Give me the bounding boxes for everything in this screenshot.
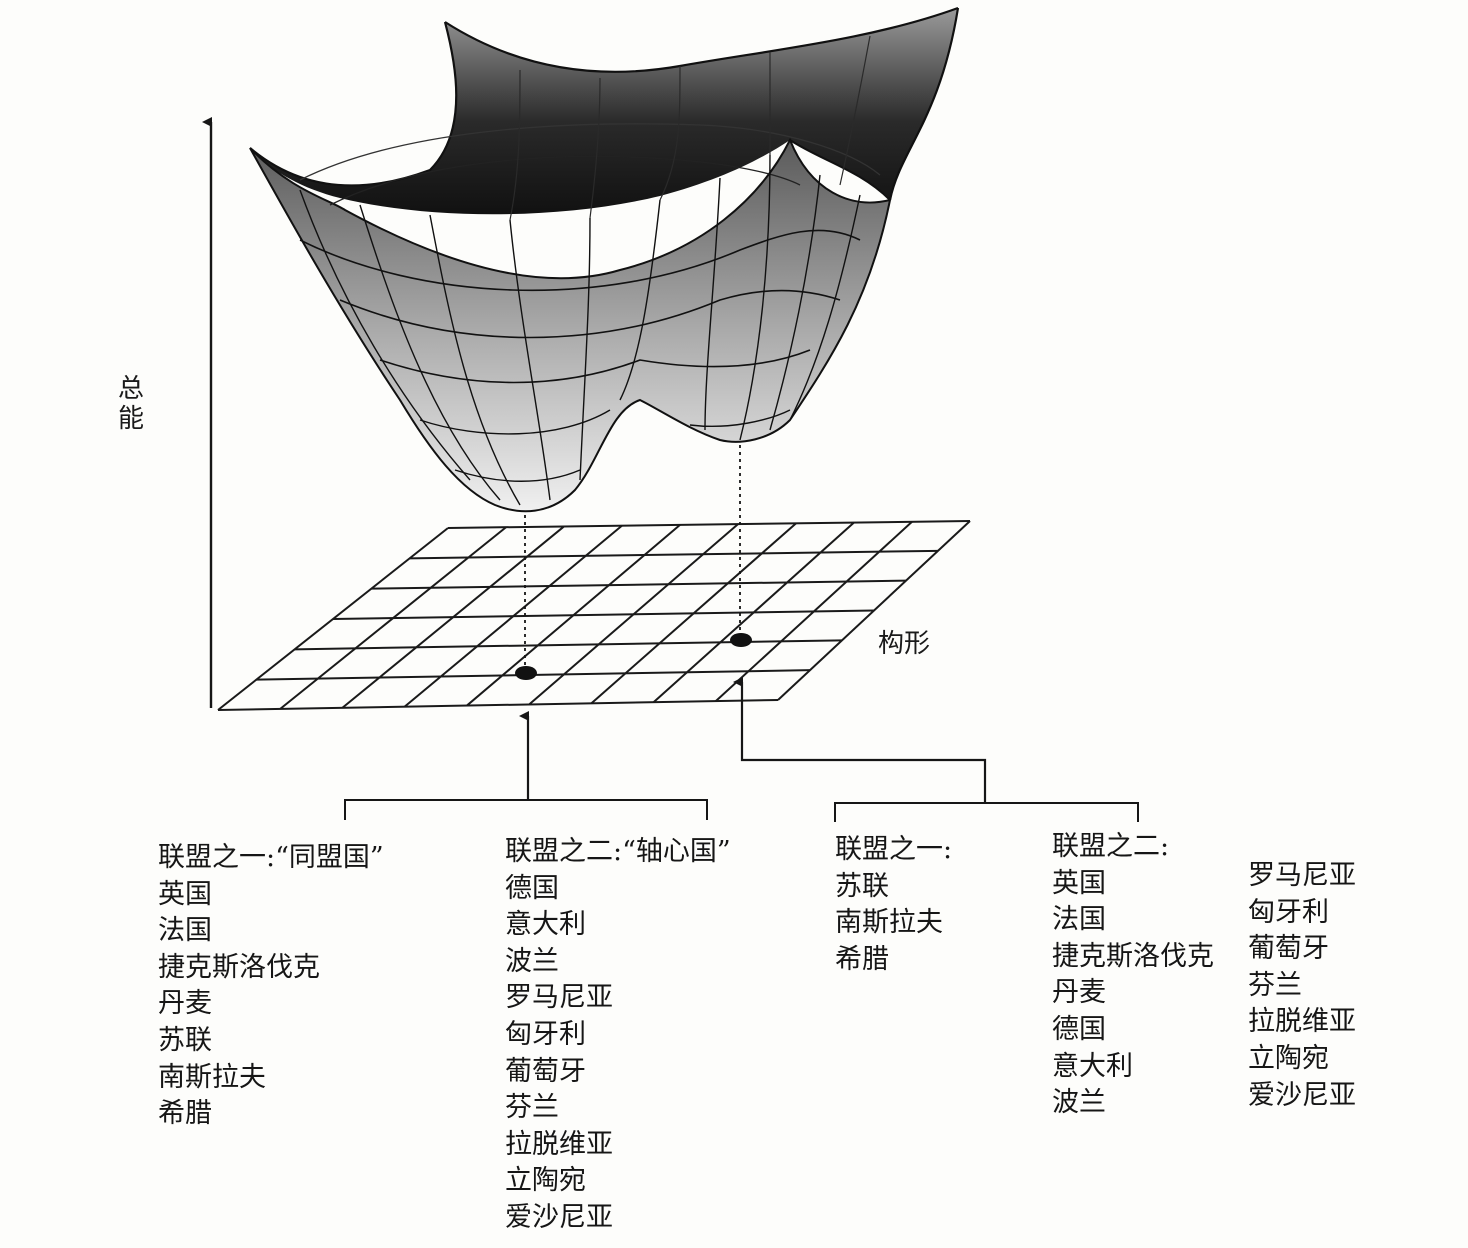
plane-grid-column xyxy=(590,522,797,705)
config2-coalition-two-title: 联盟之二: xyxy=(1052,831,1170,862)
country-name: 匈牙利 xyxy=(1248,896,1329,928)
country-name: 希腊 xyxy=(835,943,889,975)
country-name: 捷克斯洛伐克 xyxy=(1052,940,1214,972)
country-name: 拉脱维亚 xyxy=(505,1128,613,1160)
energy-axis-label-char: 能 xyxy=(118,404,144,434)
plane-grid-column xyxy=(404,524,623,708)
country-name: 英国 xyxy=(158,878,212,910)
country-name: 立陶宛 xyxy=(1248,1042,1329,1074)
plane-grid-row xyxy=(217,699,779,711)
config1-coalition-two-title: 联盟之二:“轴心国” xyxy=(505,836,731,867)
config1-coalition-one-title: 联盟之一:“同盟国” xyxy=(158,842,384,873)
plane-grid-column xyxy=(528,523,739,706)
country-name: 罗马尼亚 xyxy=(1248,860,1356,891)
country-name: 波兰 xyxy=(505,945,559,977)
country-name: 法国 xyxy=(1052,904,1106,936)
country-name: 葡萄牙 xyxy=(1248,933,1329,965)
energy-axis-label-char: 总 xyxy=(118,374,144,404)
plane-grid-column xyxy=(652,521,855,703)
plane-grid-row xyxy=(332,609,875,620)
country-name: 希腊 xyxy=(158,1098,212,1130)
config2-coalition-two: 联盟之二: 英国法国捷克斯洛伐克 丹麦德国意大利波兰 xyxy=(1052,829,1214,1122)
country-name: 德国 xyxy=(1052,1013,1106,1045)
plane-grid-column xyxy=(279,526,507,710)
config2-coalition-one-members: 苏联 南斯拉夫 希腊 xyxy=(835,869,952,979)
plane-grid-column xyxy=(217,527,449,711)
country-name: 南斯拉夫 xyxy=(158,1061,266,1093)
bracket-configuration-2 xyxy=(834,802,1139,822)
plane-grid-row xyxy=(447,520,971,529)
country-name: 捷克斯洛伐克 xyxy=(158,951,320,983)
country-name: 南斯拉夫 xyxy=(835,907,943,939)
country-name: 丹麦 xyxy=(1052,977,1106,1009)
plane-grid-column xyxy=(466,524,681,707)
country-name: 意大利 xyxy=(1052,1050,1133,1082)
country-name: 波兰 xyxy=(1052,1087,1106,1119)
config2-coalition-one-title: 联盟之一: xyxy=(835,834,953,865)
plane-grid-row xyxy=(409,549,939,560)
country-name: 爱沙尼亚 xyxy=(505,1201,613,1233)
plane-grid-column xyxy=(341,525,565,709)
country-name: 爱沙尼亚 xyxy=(1248,1079,1356,1111)
plane-grid-column xyxy=(715,521,913,702)
country-name: 拉脱维亚 xyxy=(1248,1006,1356,1038)
config2-coalition-two-members-col1: 英国法国捷克斯洛伐克 丹麦德国意大利波兰 xyxy=(1052,866,1214,1122)
energy-axis-label: 总能 xyxy=(118,374,144,434)
configuration-plane xyxy=(217,520,971,711)
country-name: 苏联 xyxy=(835,870,889,902)
country-name: 葡萄牙 xyxy=(505,1055,586,1087)
plane-grid-row xyxy=(294,639,843,651)
country-name: 德国 xyxy=(505,872,559,904)
minimum-point-2 xyxy=(730,633,752,647)
config1-coalition-two: 联盟之二:“轴心国” 德国意大利波兰罗马尼亚匈牙利葡萄牙芬兰拉脱维亚立陶宛爱沙尼… xyxy=(505,834,731,1237)
country-name: 匈牙利 xyxy=(505,1018,586,1050)
config1-coalition-two-members: 德国意大利波兰罗马尼亚匈牙利葡萄牙芬兰拉脱维亚立陶宛爱沙尼亚 xyxy=(505,871,731,1237)
config2-coalition-one: 联盟之一: 苏联南斯拉夫希腊 xyxy=(835,832,952,978)
configuration-axis-label: 构形 xyxy=(878,629,930,659)
country-name: 芬兰 xyxy=(1248,969,1302,1001)
config2-coalition-two-members-col2: 罗马尼亚匈牙利葡萄牙芬兰拉脱维亚立陶宛爱沙尼亚 xyxy=(1248,858,1356,1114)
plane-grid-column xyxy=(777,520,971,701)
plane-grid-row xyxy=(371,579,907,590)
country-name: 法国 xyxy=(158,915,212,947)
country-name: 丹麦 xyxy=(158,988,212,1020)
country-name: 英国 xyxy=(1052,867,1106,899)
config1-coalition-one: 联盟之一:“同盟国” 英国法国捷克斯洛伐克 丹麦苏联南斯拉夫希腊 xyxy=(158,840,384,1133)
country-name: 苏联 xyxy=(158,1024,212,1056)
country-name: 意大利 xyxy=(505,909,586,941)
arrow-to-minimum-2 xyxy=(733,677,987,803)
minimum-point-1 xyxy=(515,666,537,680)
country-name: 罗马尼亚 xyxy=(505,982,613,1014)
config1-coalition-one-members: 英国法国捷克斯洛伐克 丹麦苏联南斯拉夫希腊 xyxy=(158,877,384,1133)
country-name: 芬兰 xyxy=(505,1092,559,1124)
bracket-configuration-1 xyxy=(344,799,708,820)
config2-coalition-two-col2: 罗马尼亚匈牙利葡萄牙芬兰拉脱维亚立陶宛爱沙尼亚 xyxy=(1248,858,1356,1114)
country-name: 立陶宛 xyxy=(505,1165,586,1197)
energy-surface xyxy=(249,6,960,513)
